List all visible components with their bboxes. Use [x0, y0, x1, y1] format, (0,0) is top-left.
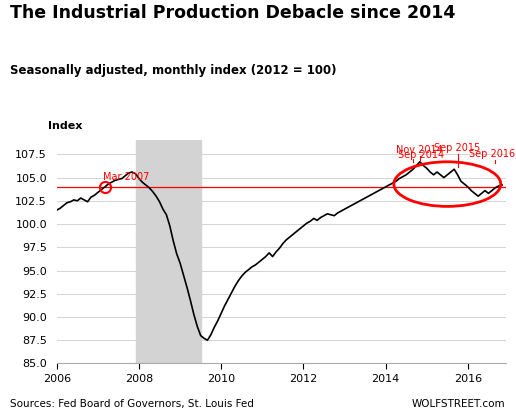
Text: WOLFSTREET.com: WOLFSTREET.com: [412, 399, 506, 409]
Text: Index: Index: [48, 121, 82, 131]
Text: Mar 2007: Mar 2007: [103, 172, 149, 182]
Text: Sep 2015: Sep 2015: [434, 143, 481, 153]
Text: Seasonally adjusted, monthly index (2012 = 100): Seasonally adjusted, monthly index (2012…: [10, 64, 337, 77]
Text: The Industrial Production Debacle since 2014: The Industrial Production Debacle since …: [10, 4, 456, 22]
Text: Sep 2016: Sep 2016: [469, 149, 515, 159]
Bar: [136, 140, 201, 363]
Text: Sources: Fed Board of Governors, St. Louis Fed: Sources: Fed Board of Governors, St. Lou…: [10, 399, 254, 409]
Text: Nov 2014: Nov 2014: [396, 145, 443, 155]
Text: Sep 2014: Sep 2014: [398, 150, 444, 160]
